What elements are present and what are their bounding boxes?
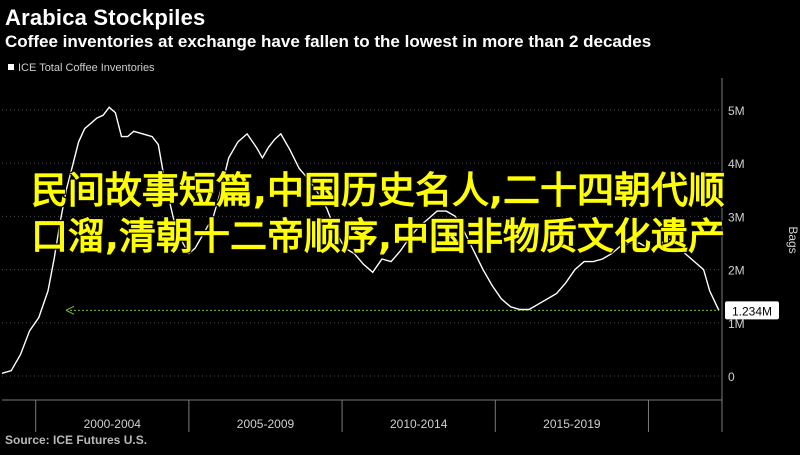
- x-tick-label: 2015-2019: [543, 417, 601, 431]
- chart-subtitle: Coffee inventories at exchange have fall…: [5, 32, 652, 51]
- x-tick-label: 2010-2014: [390, 417, 448, 431]
- source-note: Source: ICE Futures U.S.: [5, 433, 148, 447]
- y-tick-label: 3M: [728, 210, 745, 224]
- last-value-label: 1.234M: [732, 304, 772, 318]
- y-axis-label: Bags: [786, 226, 800, 253]
- y-tick-label: 1M: [728, 317, 745, 331]
- reference-arrow: [65, 305, 75, 315]
- chart-title: Arabica Stockpiles: [5, 5, 206, 30]
- y-tick-label: 2M: [728, 264, 745, 278]
- y-tick-label: 0: [728, 370, 735, 384]
- series-line: [1, 106, 720, 374]
- x-tick-label: 2000-2004: [84, 417, 142, 431]
- legend-entry: ICE Total Coffee Inventories: [18, 62, 155, 74]
- y-tick-label: 5M: [728, 104, 745, 118]
- y-tick-label: 4M: [728, 157, 745, 171]
- legend-swatch: [8, 64, 14, 70]
- x-tick-label: 2005-2009: [237, 417, 295, 431]
- last-value-box: [725, 301, 779, 320]
